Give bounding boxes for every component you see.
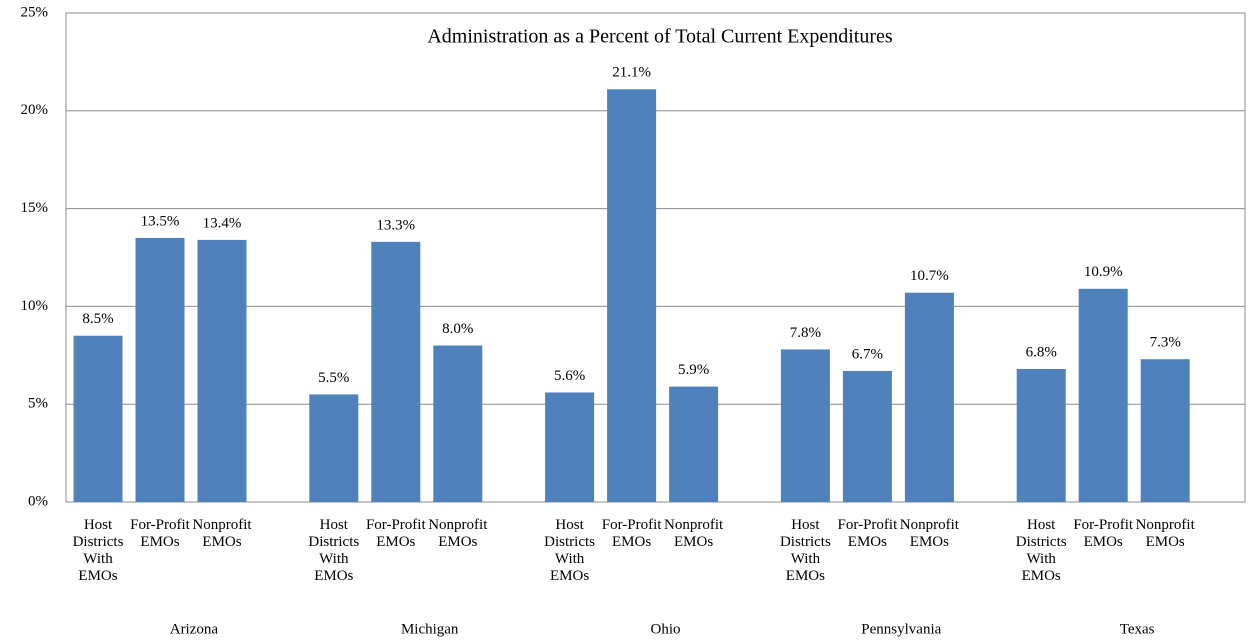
y-tick-label: 0%	[28, 493, 48, 509]
y-tick-label: 20%	[21, 102, 49, 118]
bar	[135, 237, 185, 502]
x-tick-label: Nonprofit EMOs	[1135, 517, 1195, 550]
bar	[309, 394, 359, 502]
value-label: 10.9%	[1084, 264, 1123, 280]
x-tick-label: For-Profit EMOs	[601, 517, 662, 550]
value-label: 6.8%	[1026, 344, 1057, 360]
x-group-label: Arizona	[170, 621, 219, 637]
chart-title: Administration as a Percent of Total Cur…	[427, 26, 893, 48]
value-label: 13.4%	[203, 215, 242, 231]
x-tick-label: Host Districts With EMOs	[308, 517, 360, 584]
y-tick-label: 25%	[21, 4, 49, 20]
x-tick-label: Host Districts With EMOs	[1015, 517, 1067, 584]
bar	[842, 370, 892, 502]
x-tick-label: Nonprofit EMOs	[428, 517, 488, 550]
bar	[1078, 288, 1128, 502]
bar	[197, 239, 247, 502]
value-label: 7.8%	[790, 325, 821, 341]
x-group-label: Pennsylvania	[861, 621, 941, 637]
x-tick-label: For-Profit EMOs	[837, 517, 898, 550]
x-group-label: Michigan	[401, 621, 459, 637]
value-label: 5.9%	[678, 362, 709, 378]
x-tick-label: Nonprofit EMOs	[899, 517, 959, 550]
x-group-label: Texas	[1120, 621, 1155, 637]
x-tick-label: For-Profit EMOs	[130, 517, 190, 550]
x-tick-label: Host Districts With EMOs	[544, 517, 596, 584]
value-label: 8.5%	[82, 311, 113, 327]
y-tick-label: 10%	[21, 298, 49, 314]
y-tick-label: 5%	[28, 396, 48, 412]
x-tick-label: For-Profit EMOs	[1073, 517, 1134, 550]
bar	[1140, 359, 1190, 502]
x-group-label: Ohio	[651, 621, 681, 637]
x-tick-label: Host Districts With EMOs	[72, 517, 124, 584]
value-label: 5.6%	[554, 368, 585, 384]
bar	[545, 392, 595, 502]
x-tick-label: Nonprofit EMOs	[192, 517, 252, 550]
bar	[371, 241, 421, 503]
value-label: 6.7%	[852, 346, 883, 362]
bar	[669, 386, 719, 502]
value-label: 13.5%	[141, 213, 180, 229]
bar	[607, 89, 657, 502]
bar	[1016, 368, 1066, 502]
x-tick-label: Nonprofit EMOs	[664, 517, 724, 550]
value-label: 13.3%	[376, 217, 415, 233]
y-tick-label: 15%	[21, 200, 49, 216]
x-tick-label: For-Profit EMOs	[365, 517, 426, 550]
bar	[73, 335, 123, 502]
bar	[780, 349, 830, 502]
value-label: 5.5%	[318, 370, 349, 386]
value-label: 7.3%	[1150, 335, 1181, 351]
value-label: 21.1%	[612, 65, 651, 81]
value-label: 10.7%	[910, 268, 949, 284]
x-tick-label: Host Districts With EMOs	[779, 517, 831, 584]
value-label: 8.0%	[442, 321, 473, 337]
bar	[433, 345, 483, 502]
bar	[904, 292, 954, 502]
